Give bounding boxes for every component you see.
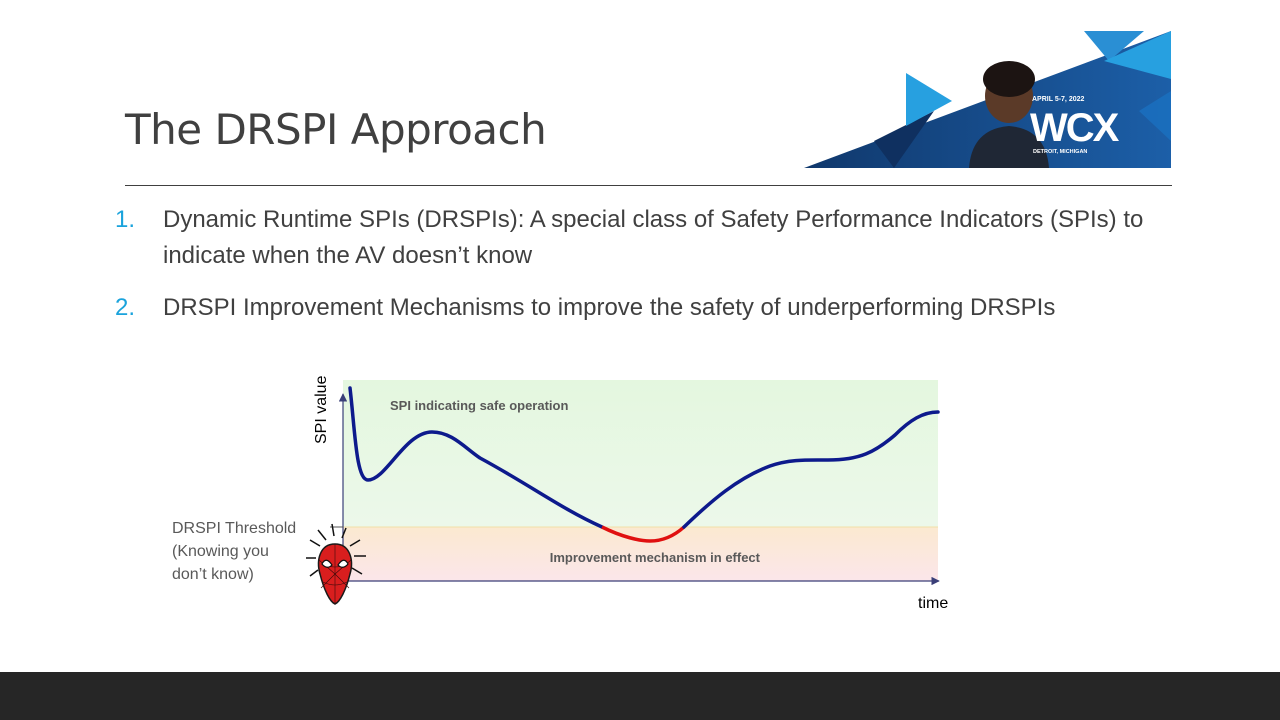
- person-photo-icon: [969, 61, 1049, 168]
- spi-curve-below-threshold: [601, 525, 686, 543]
- bullet-text: Dynamic Runtime SPIs (DRSPIs): A special…: [163, 206, 1144, 269]
- footer-bar: [0, 672, 1280, 720]
- y-axis-label: SPI value: [313, 375, 330, 444]
- banner-location: DETROIT, MICHIGAN: [1033, 149, 1087, 155]
- banner-triangle-top: [1084, 31, 1144, 61]
- improve-zone-label: Improvement mechanism in effect: [550, 550, 761, 565]
- spi-curve-safe-right: [682, 410, 940, 529]
- improvement-zone: [343, 527, 938, 581]
- safe-zone-label: SPI indicating safe operation: [390, 398, 568, 413]
- bullet-number: 1.: [115, 206, 136, 233]
- bullet-number: 2.: [115, 294, 136, 321]
- title-divider: [125, 185, 1172, 186]
- threshold-label-line-2: (Knowing you: [172, 543, 269, 560]
- threshold-label-line-1: DRSPI Threshold: [172, 520, 296, 537]
- spi-diagram: SPI indicating safe operation Improvemen…: [172, 375, 948, 612]
- bullet-item-2: 2. DRSPI Improvement Mechanisms to impro…: [115, 290, 1175, 326]
- banner-date: APRIL 5-7, 2022: [1032, 96, 1085, 103]
- threshold-label-line-3: don’t know): [172, 566, 254, 583]
- spi-curve-safe-left: [348, 386, 604, 529]
- slide-title: The DRSPI Approach: [125, 105, 547, 154]
- bullet-list: 1. Dynamic Runtime SPIs (DRSPIs): A spec…: [115, 202, 1175, 326]
- banner-shard: [874, 111, 934, 168]
- wcx-banner: APRIL 5-7, 2022 WCX DETROIT, MICHIGAN: [804, 31, 1171, 168]
- bullet-text: DRSPI Improvement Mechanisms to improve …: [163, 294, 1056, 321]
- bullet-item-1: 1. Dynamic Runtime SPIs (DRSPIs): A spec…: [115, 202, 1175, 274]
- banner-shard-right: [1139, 91, 1171, 141]
- safe-zone: [343, 380, 938, 527]
- x-axis-label: time: [918, 595, 948, 612]
- banner-logo: WCX: [1030, 106, 1120, 150]
- banner-triangle: [906, 73, 952, 126]
- banner-triangle-right: [1104, 31, 1171, 79]
- spider-man-head-icon: [306, 523, 366, 605]
